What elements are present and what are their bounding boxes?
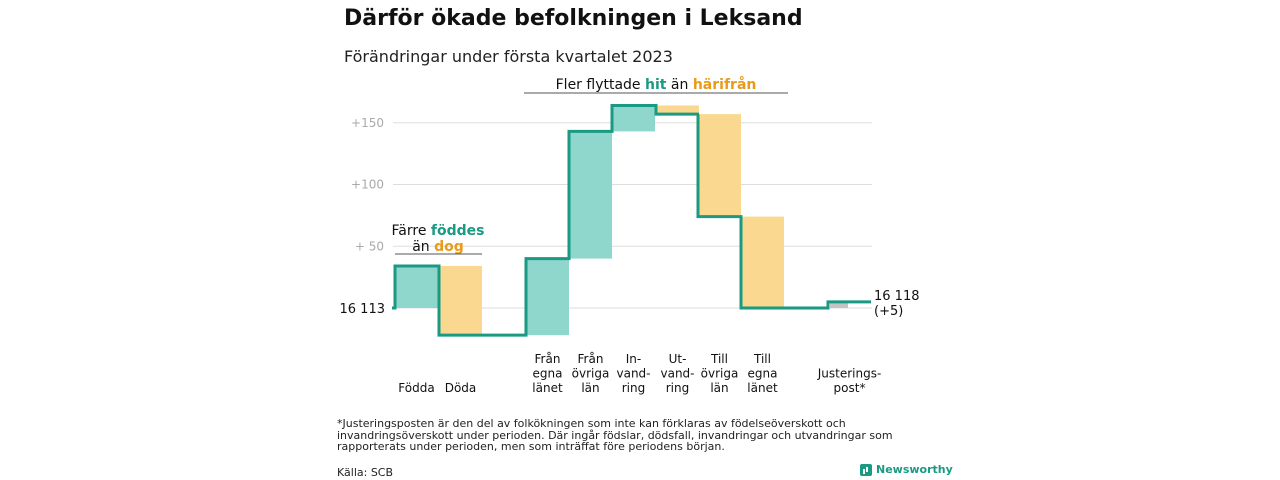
y-tick-label: + 50 [355,239,384,253]
waterfall-bar [569,131,612,259]
waterfall-chart: + 50 +100 +150 16 113 16 118(+5) Födda Döda Frå… [340,76,920,395]
category-label: ring [622,381,646,395]
category-label: In- [626,352,641,366]
category-label: övriga [572,367,610,381]
category-label: vand- [660,367,694,381]
waterfall-bar [526,258,569,336]
annotation-part: Fler flyttade [556,77,645,93]
end-value-label: 16 118 [874,289,920,304]
category-label: länet [747,381,778,395]
chart-subtitle: Förändringar under första kvartalet 2023 [344,47,673,66]
brand-name: Newsworthy [876,463,953,476]
cumulative-step-line [392,103,871,337]
annotation-part: Färre [392,223,431,239]
annotation-text: Fler flyttade hit än härifrån [556,76,757,93]
category-label: Till [753,352,771,366]
category-label: ring [666,381,690,395]
annotation-part: hit [645,77,667,93]
category-label: övriga [701,367,739,381]
waterfall-bar [698,114,741,217]
footnote: *Justeringsposten är den del av folkökni… [337,417,893,453]
category-label: länet [532,381,563,395]
waterfall-bar [741,216,784,308]
category-label: Födda [398,381,434,395]
category-label: egna [748,367,778,381]
y-tick-label: +100 [351,178,384,192]
waterfall-bar [830,301,848,308]
category-label: län [581,381,599,395]
y-tick-label: +150 [351,116,384,130]
category-label: Justerings- [817,367,882,381]
category-label: vand- [616,367,650,381]
category-label: Till [710,352,728,366]
annotation-part: dog [434,239,464,255]
category-label: Från [535,352,561,366]
newsworthy-icon [860,463,872,476]
annotation-text: än dog [412,239,464,255]
waterfall-bar [439,266,482,336]
category-label: post* [834,381,866,395]
waterfall-bar [656,105,699,115]
annotation-part: än [412,239,434,255]
waterfall-bar [612,105,655,132]
category-label: Döda [445,381,477,395]
annotation-text: Färre föddes [392,223,485,239]
annotation-part: föddes [431,223,485,239]
category-label: egna [533,367,563,381]
category-label: Ut- [669,352,687,366]
end-value-label: (+5) [874,304,903,319]
annotation-part: än [666,77,692,93]
waterfall-bar [395,266,438,308]
category-label: län [710,381,728,395]
annotation-part: härifrån [693,76,757,93]
start-value-label: 16 113 [340,302,386,317]
brand-logo: Newsworthy [860,463,953,476]
chart-title: Därför ökade befolkningen i Leksand [344,6,803,31]
source-note: Källa: SCB [337,466,394,479]
category-label: Från [578,352,604,366]
